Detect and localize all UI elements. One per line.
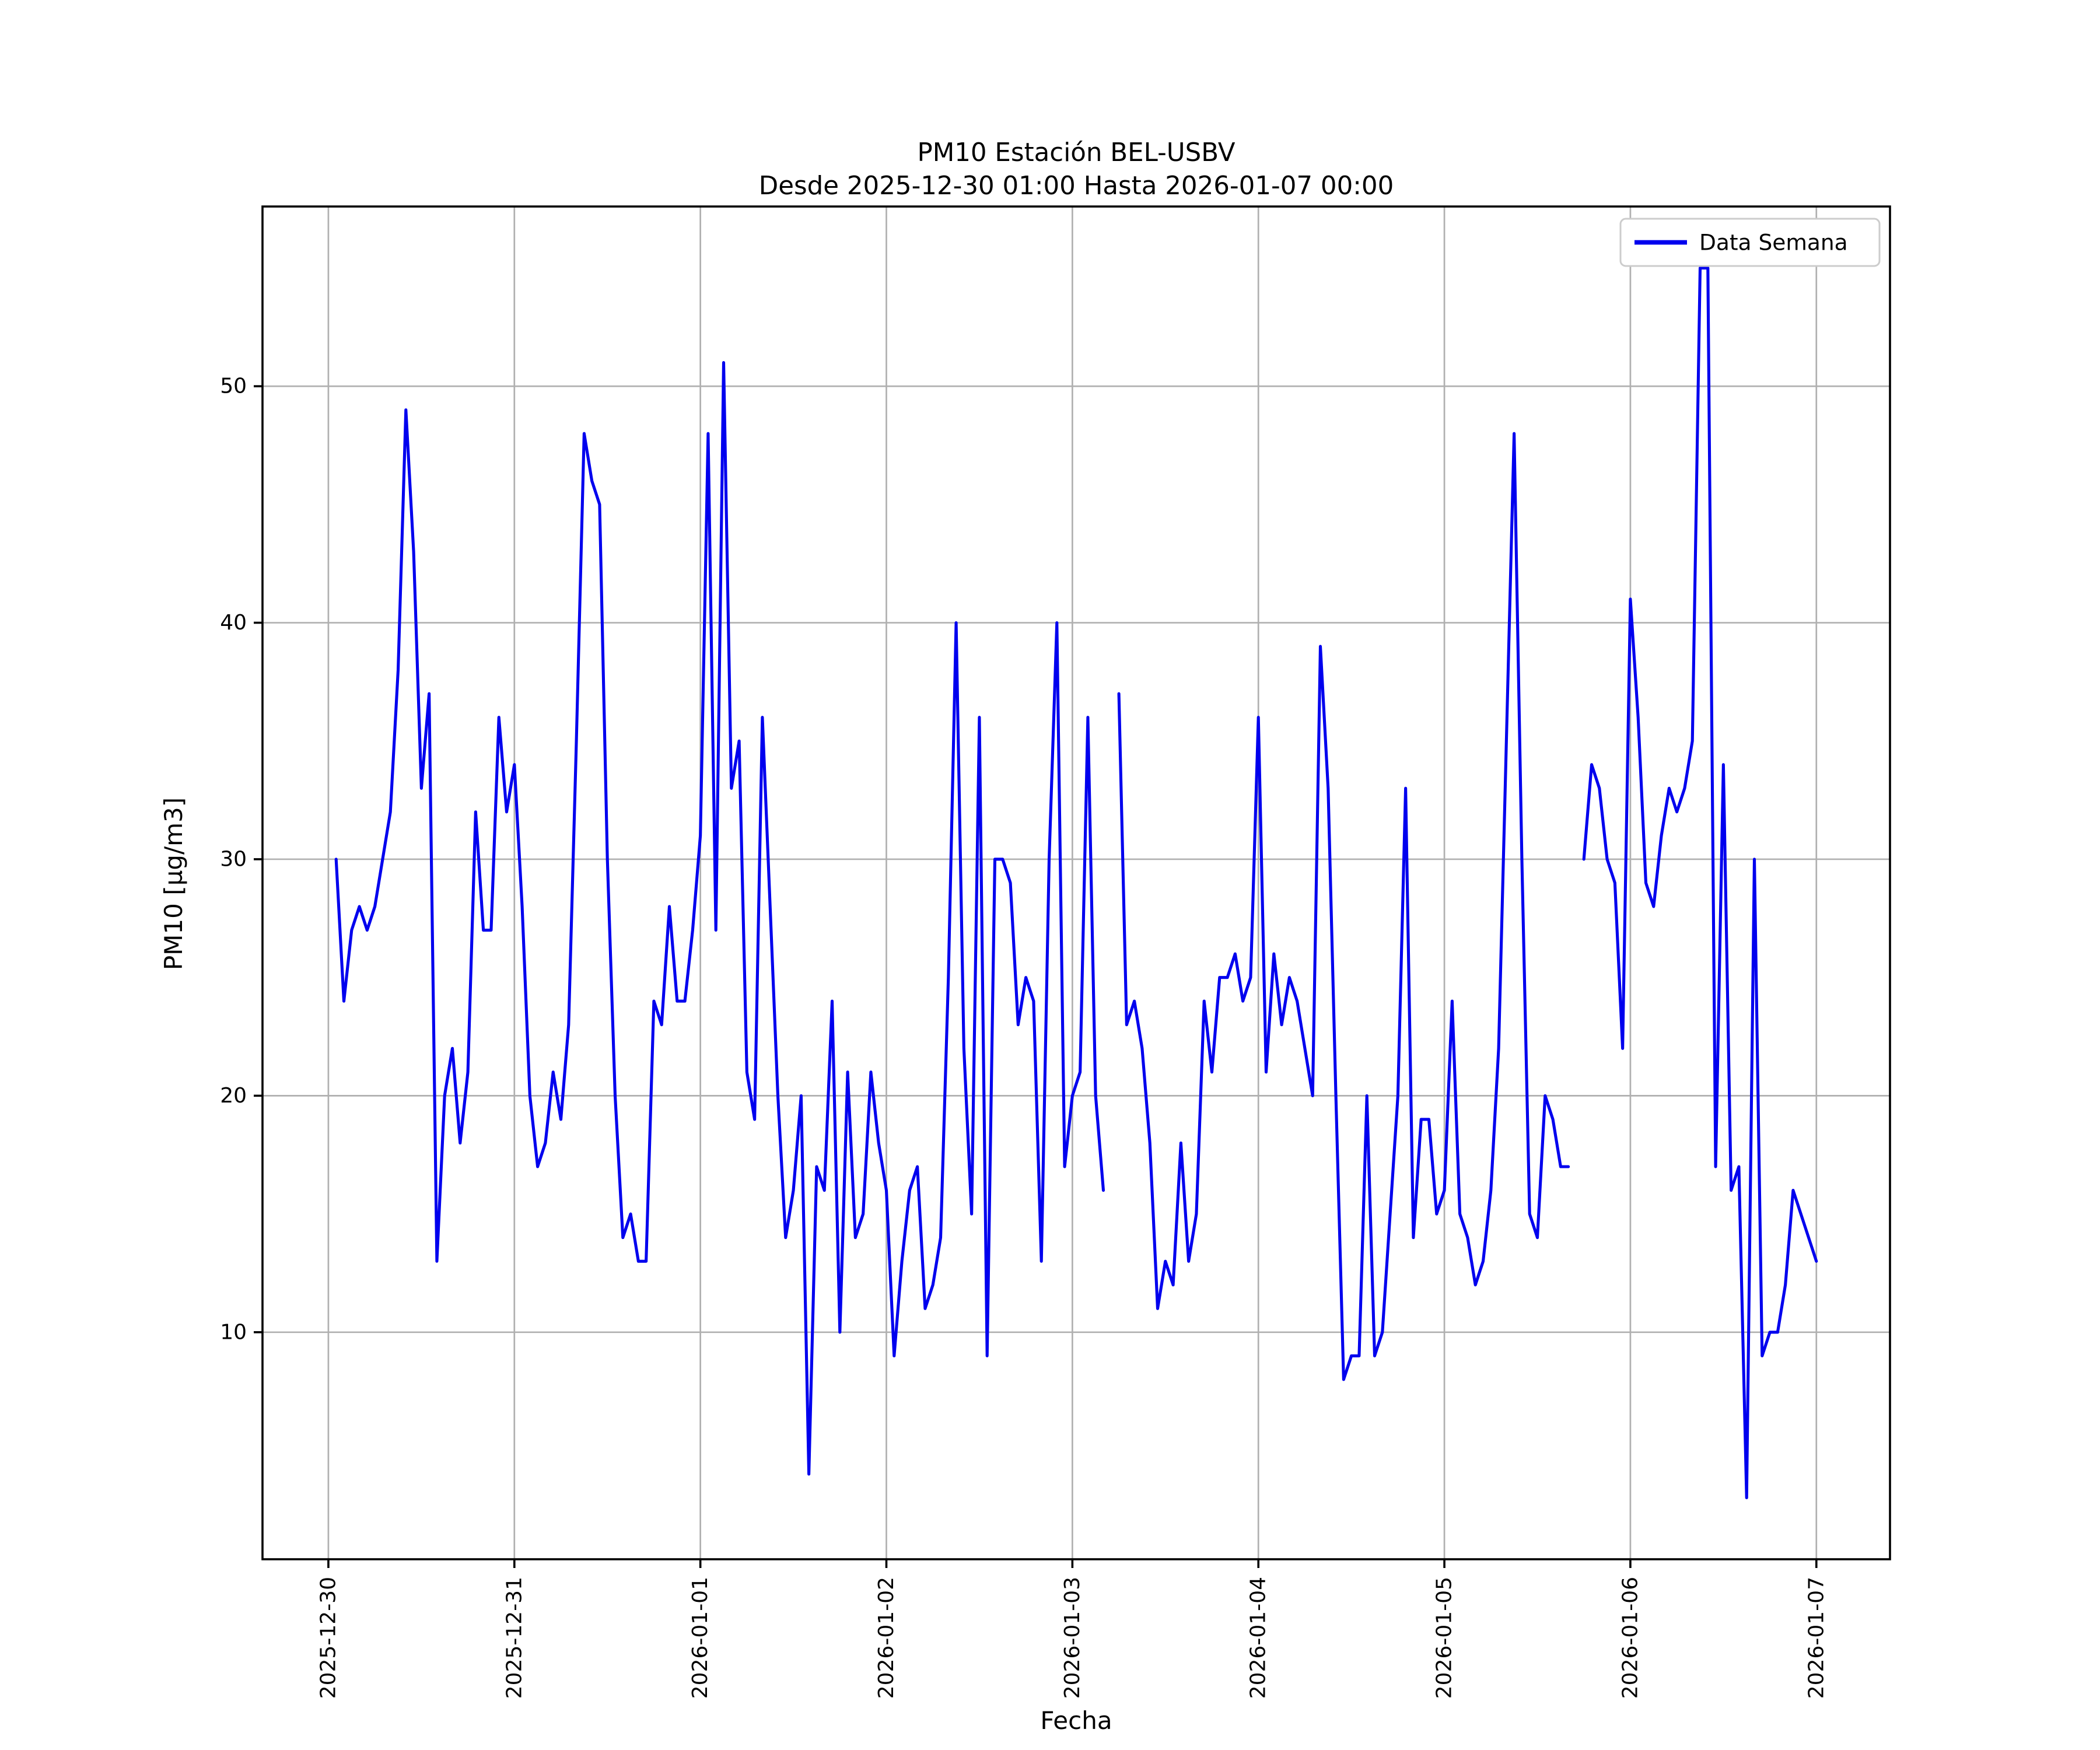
x-tick-label: 2026-01-04 bbox=[1247, 1577, 1270, 1699]
legend: Data Semana bbox=[1619, 218, 1881, 267]
y-axis-label: PM10 [µg/m3] bbox=[159, 797, 188, 970]
legend-label: Data Semana bbox=[1699, 230, 1848, 256]
legend-box bbox=[1619, 218, 1881, 267]
x-tick-label: 2026-01-01 bbox=[688, 1577, 712, 1699]
chart-title-line2: Desde 2025-12-30 01:00 Hasta 2026-01-07 … bbox=[759, 172, 1394, 201]
y-tick-label: 10 bbox=[220, 1320, 247, 1344]
x-tick-label: 2026-01-06 bbox=[1618, 1577, 1642, 1699]
y-tick-label: 20 bbox=[220, 1084, 247, 1108]
x-tick-label: 2025-12-31 bbox=[502, 1577, 526, 1699]
x-tick-label: 2026-01-05 bbox=[1433, 1577, 1457, 1699]
y-tick-label: 50 bbox=[220, 374, 247, 398]
data-series-line bbox=[334, 266, 1818, 1500]
y-tick-label: 30 bbox=[220, 847, 247, 871]
plot-area bbox=[262, 206, 1890, 1559]
grid-lines bbox=[262, 206, 1890, 1559]
x-tick-label: 2026-01-07 bbox=[1804, 1577, 1828, 1699]
x-tick-label: 2025-12-30 bbox=[316, 1577, 340, 1699]
x-axis-label: Fecha bbox=[1040, 1706, 1112, 1735]
x-tick-label: 2026-01-03 bbox=[1060, 1577, 1084, 1699]
y-tick-label: 40 bbox=[220, 611, 247, 635]
x-tick-label: 2026-01-02 bbox=[874, 1577, 898, 1699]
chart-title-line1: PM10 Estación BEL-USBV bbox=[917, 138, 1235, 167]
axes-border bbox=[261, 205, 1891, 1560]
tick-labels: 2025-12-30 2025-12-31 2026-01-01 2026-01-02… bbox=[220, 374, 1828, 1699]
tick-marks bbox=[254, 385, 1818, 1568]
